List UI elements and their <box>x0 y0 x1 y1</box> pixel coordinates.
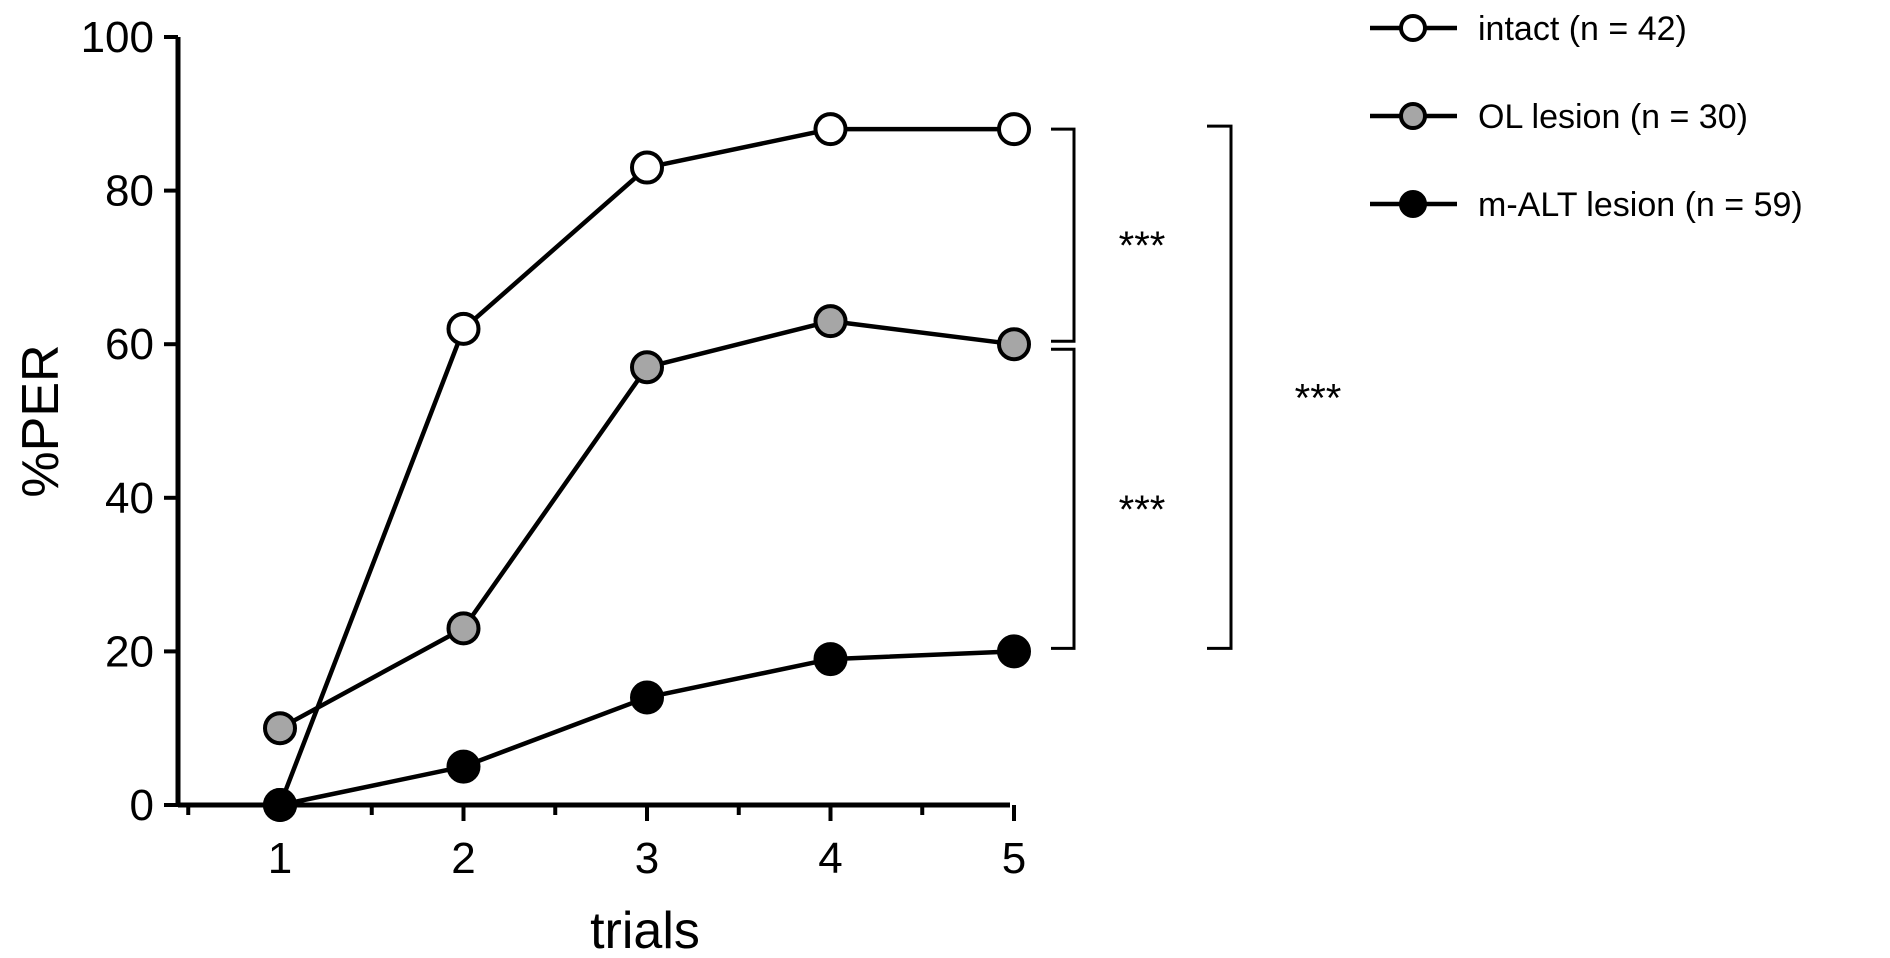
y-tick-label: 0 <box>130 781 154 830</box>
bracket-line <box>1051 127 1076 343</box>
y-tick-label: 60 <box>105 320 154 369</box>
data-point <box>263 711 297 746</box>
series-3 <box>263 634 1031 822</box>
data-point <box>813 112 848 147</box>
x-tick-label: 3 <box>635 834 659 883</box>
significance-label: *** <box>1119 488 1166 532</box>
bracket-intact-vs-ol: *** <box>1051 127 1166 343</box>
series-group <box>263 112 1031 822</box>
series-line <box>279 649 1015 808</box>
y-tick-label: 40 <box>105 474 154 523</box>
data-point <box>997 634 1031 669</box>
bracket-intact-vs-malt: *** <box>1207 124 1342 650</box>
y-axis-title: %PER <box>12 344 70 497</box>
legend-marker <box>1399 14 1427 42</box>
x-tick-label: 1 <box>268 834 292 883</box>
y-tick-label: 80 <box>105 167 154 216</box>
legend-marker <box>1399 190 1427 218</box>
y-tick-label: 20 <box>105 627 154 676</box>
legend-label: OL lesion (n = 30) <box>1478 98 1748 136</box>
legend-label: m-ALT lesion (n = 59) <box>1478 186 1803 224</box>
data-point <box>997 112 1031 147</box>
x-tick-label: 5 <box>1002 834 1026 883</box>
data-point <box>630 350 664 385</box>
legend-item-1: intact (n = 42) <box>1370 10 1687 48</box>
significance-brackets: *** *** *** <box>1051 124 1342 650</box>
data-point <box>446 611 481 646</box>
data-point <box>263 788 297 822</box>
series-2 <box>263 304 1031 746</box>
data-point <box>446 749 481 784</box>
legend: intact (n = 42) OL lesion (n = 30) m-ALT l… <box>1370 10 1803 224</box>
x-axis-title: trials <box>590 902 700 958</box>
legend-item-2: OL lesion (n = 30) <box>1370 98 1748 136</box>
legend-item-3: m-ALT lesion (n = 59) <box>1370 186 1803 224</box>
significance-label: *** <box>1295 376 1342 420</box>
data-point <box>997 327 1031 362</box>
legend-marker <box>1399 102 1427 130</box>
y-tick-label: 100 <box>81 13 154 62</box>
legend-label: intact (n = 42) <box>1478 10 1687 48</box>
data-point <box>813 642 848 677</box>
significance-label: *** <box>1119 224 1166 268</box>
bracket-ol-vs-malt: *** <box>1051 347 1166 650</box>
bracket-line <box>1051 347 1076 650</box>
axes: 0 20 40 60 80 100 1 2 3 4 5 <box>81 13 1027 883</box>
bracket-line <box>1207 124 1233 650</box>
data-point <box>813 304 848 339</box>
x-tick-label: 4 <box>818 834 842 883</box>
x-tick-label: 2 <box>451 834 475 883</box>
data-point <box>630 150 664 185</box>
data-point <box>630 680 664 715</box>
data-point <box>446 311 481 346</box>
